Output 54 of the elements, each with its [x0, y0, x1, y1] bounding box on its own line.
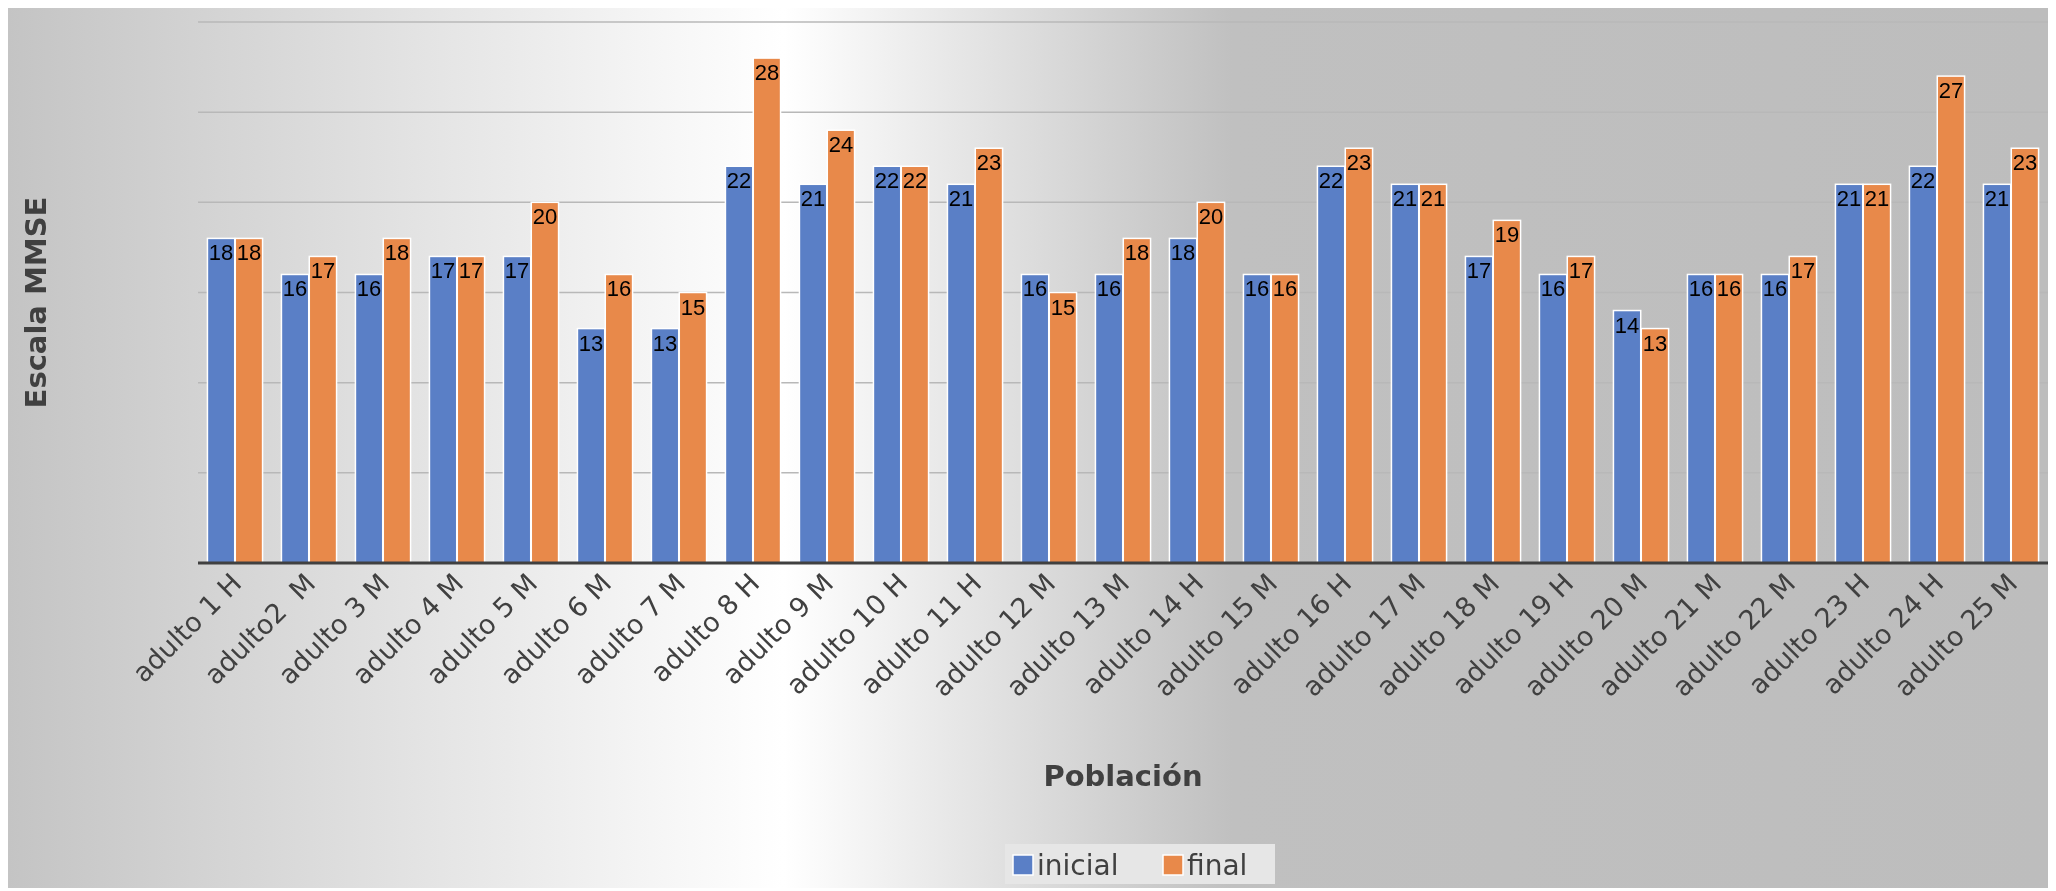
data-label: 17: [1568, 258, 1594, 284]
data-label: 17: [1790, 258, 1816, 284]
data-label: 17: [430, 258, 456, 284]
data-label: 16: [606, 276, 632, 302]
data-label: 21: [1984, 186, 2010, 212]
data-label: 18: [1124, 240, 1150, 266]
data-label: 18: [208, 240, 234, 266]
data-label: 21: [800, 186, 826, 212]
data-label: 16: [1688, 276, 1714, 302]
data-label: 28: [754, 60, 780, 86]
data-label: 27: [1938, 78, 1964, 104]
data-label: 21: [1864, 186, 1890, 212]
data-label: 21: [1392, 186, 1418, 212]
data-label: 23: [1346, 150, 1372, 176]
data-label: 21: [948, 186, 974, 212]
data-label: 14: [1614, 312, 1640, 338]
data-label: 17: [504, 258, 530, 284]
data-label: 16: [1022, 276, 1048, 302]
legend-label: final: [1187, 849, 1248, 882]
data-label: 24: [828, 132, 854, 158]
data-label: 16: [1244, 276, 1270, 302]
data-label: 22: [1910, 168, 1936, 194]
data-label: 23: [2012, 150, 2038, 176]
data-label: 16: [282, 276, 308, 302]
data-label: 16: [1096, 276, 1122, 302]
data-label: 17: [458, 258, 484, 284]
data-label: 13: [1642, 330, 1668, 356]
data-label: 16: [1716, 276, 1742, 302]
data-label: 18: [1170, 240, 1196, 266]
data-label: 18: [384, 240, 410, 266]
data-label: 17: [1466, 258, 1492, 284]
data-label: 21: [1420, 186, 1446, 212]
y-axis-title: Escala MMSE: [19, 196, 53, 409]
data-label: 16: [1540, 276, 1566, 302]
legend-label: inicial: [1037, 849, 1119, 882]
data-label: 19: [1494, 222, 1520, 248]
data-label: 20: [532, 204, 558, 230]
data-label: 22: [902, 168, 928, 194]
data-label: 21: [1836, 186, 1862, 212]
data-label: 22: [874, 168, 900, 194]
data-label: 16: [1272, 276, 1298, 302]
data-label: 22: [726, 168, 752, 194]
data-label: 13: [578, 330, 604, 356]
data-label: 16: [356, 276, 382, 302]
data-label: 23: [976, 150, 1002, 176]
data-label: 17: [310, 258, 336, 284]
data-label: 16: [1762, 276, 1788, 302]
data-label: 15: [1050, 294, 1076, 320]
data-label: 15: [680, 294, 706, 320]
x-axis-title: Población: [1043, 759, 1203, 793]
data-label: 22: [1318, 168, 1344, 194]
data-label: 20: [1198, 204, 1224, 230]
data-label: 13: [652, 330, 678, 356]
data-label: 18: [236, 240, 262, 266]
